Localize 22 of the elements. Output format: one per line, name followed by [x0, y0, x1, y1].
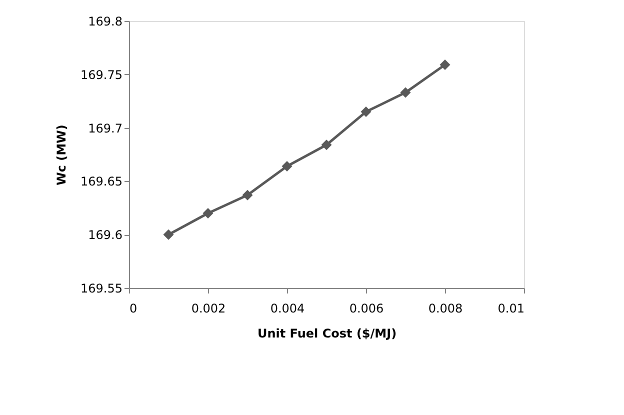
- point: [163, 229, 174, 240]
- point: [400, 87, 411, 98]
- point: [282, 161, 292, 172]
- y-tick-label: 169.55: [80, 282, 122, 296]
- point: [242, 190, 253, 200]
- y-axis-title: Wc (MW): [54, 124, 69, 186]
- x-tick-label: 0.01: [498, 302, 524, 316]
- y-tick-label: 169.7: [88, 121, 122, 136]
- y-tick-label: 169.8: [88, 14, 122, 28]
- y-tick-label: 169.6: [88, 228, 122, 242]
- x-tick-label: 0.002: [191, 302, 226, 316]
- y-tick-label: 169.65: [80, 174, 122, 189]
- point: [202, 208, 214, 218]
- point: [360, 106, 372, 118]
- point: [321, 140, 332, 150]
- point: [440, 60, 450, 70]
- x-tick-label: 0: [130, 302, 138, 316]
- y-tick-label: 169.75: [80, 68, 122, 82]
- x-axis-title: Unit Fuel Cost ($/MJ): [257, 326, 397, 340]
- x-tick-label: 0.008: [428, 302, 463, 316]
- x-tick-label: 0.006: [349, 302, 384, 316]
- x-tick-label: 0.004: [270, 302, 305, 316]
